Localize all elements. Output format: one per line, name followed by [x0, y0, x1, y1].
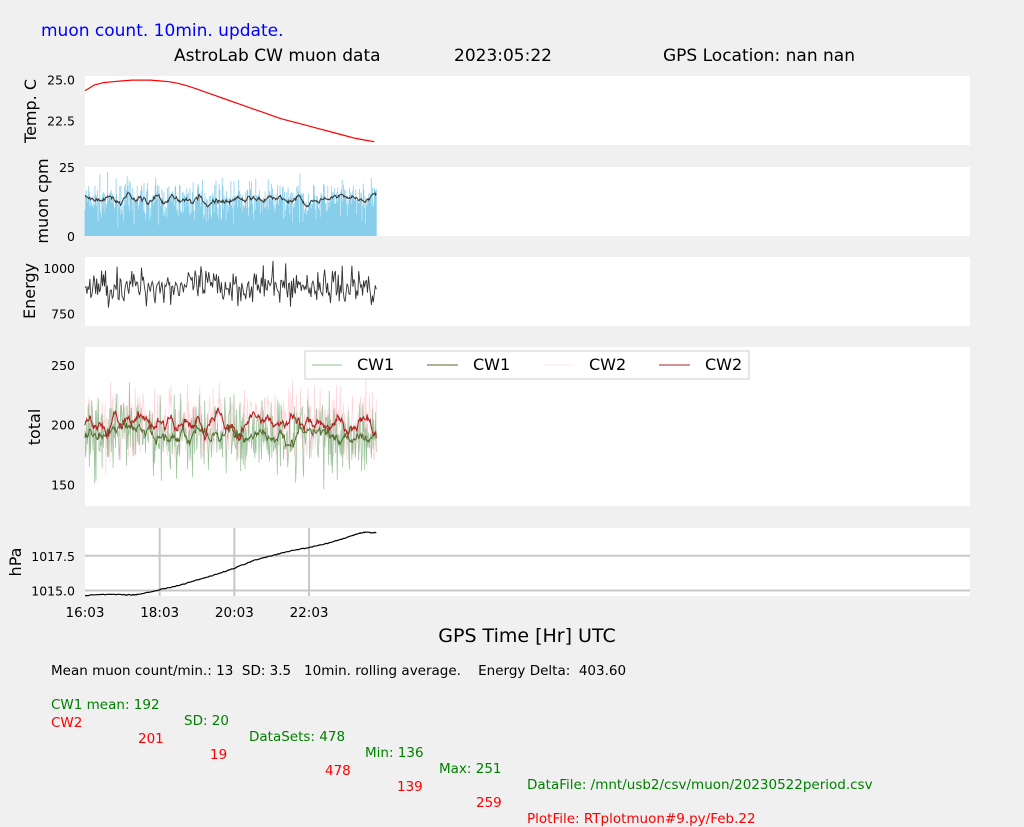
- footer-cw2-row: CW2 201 19 478 139 259 PlotFile: RTplotm…: [51, 699, 756, 827]
- total-ylabel: total: [25, 409, 44, 446]
- energy-ytick-1: 1000: [43, 261, 75, 276]
- temperature-ylabel: Temp. C: [21, 79, 40, 144]
- pressure-ylabel: hPa: [6, 548, 25, 577]
- total-ytick-0: 150: [51, 477, 75, 492]
- chart-title: AstroLab CW muon data: [174, 46, 381, 66]
- cw1-mean: CW1 mean: 192: [51, 697, 160, 713]
- cw1-max: Max: 251: [439, 761, 502, 777]
- pressure-ytick-1: 1017.5: [31, 549, 75, 564]
- muon-dashboard-chart: muon count. 10min. update. AstroLab CW m…: [6, 21, 970, 647]
- temperature-ytick-0: 22.5: [47, 113, 75, 128]
- cw1-sd: SD: 20: [184, 713, 229, 729]
- update-label: muon count. 10min. update.: [41, 21, 283, 41]
- cw2-min: 139: [397, 779, 423, 795]
- footer-summary: Mean muon count/min.: 13 SD: 3.5 10min. …: [51, 663, 626, 695]
- temperature-panel: [85, 76, 970, 145]
- x-tick-label-1: 18:03: [140, 605, 179, 621]
- legend-label-cw2-raw: CW2: [589, 355, 626, 374]
- total-ytick-1: 200: [51, 418, 75, 433]
- energy-line: [84, 260, 377, 308]
- muon-ytick-1: 25: [59, 160, 75, 175]
- plot-layer: 22.5 25.0 0 25 750 1000 150 200 250 1015.0 1017.5 1…: [31, 72, 970, 621]
- x-tick-label-2: 20:03: [215, 605, 254, 621]
- cw2-plotfile: PlotFile: RTplotmuon#9.py/Feb.22: [527, 811, 756, 827]
- cw1-datasets: DataSets: 478: [249, 729, 346, 745]
- legend-label-cw2-avg: CW2: [705, 355, 742, 374]
- pressure-panel: [85, 528, 970, 596]
- energy-ytick-0: 750: [51, 306, 75, 321]
- x-tick-label-3: 22:03: [290, 605, 329, 621]
- footer-line1: Mean muon count/min.: 13 SD: 3.5 10min. …: [51, 663, 627, 679]
- legend-label-cw1-avg: CW1: [473, 355, 510, 374]
- temperature-line: [84, 79, 375, 143]
- muon-ylabel: muon cpm: [33, 158, 52, 243]
- cw2-mean: 201: [138, 731, 164, 747]
- legend-label-cw1-raw: CW1: [357, 355, 394, 374]
- cw1-datafile: DataFile: /mnt/usb2/csv/muon/20230522per…: [527, 777, 873, 793]
- cw2-datasets: 478: [325, 763, 351, 779]
- total-ytick-2: 250: [51, 358, 75, 373]
- pressure-line: [84, 531, 377, 597]
- cw2-name: CW2: [51, 715, 83, 731]
- pressure-ytick-0: 1015.0: [31, 583, 75, 598]
- muon-rolling-average: [84, 191, 377, 208]
- total-cw2-avg-line: [84, 406, 377, 442]
- energy-ylabel: Energy: [20, 263, 39, 319]
- chart-date: 2023:05:22: [454, 46, 552, 66]
- x-tick-label-0: 16:03: [66, 605, 105, 621]
- gps-location: GPS Location: nan nan: [663, 46, 855, 66]
- x-axis-label: GPS Time [Hr] UTC: [438, 625, 615, 647]
- muon-ytick-0: 0: [67, 229, 75, 244]
- cw1-min: Min: 136: [365, 745, 424, 761]
- total-legend: CW1 CW1 CW2 CW2: [304, 350, 750, 380]
- temperature-ytick-1: 25.0: [47, 72, 75, 87]
- cw2-max: 259: [476, 795, 502, 811]
- cw2-sd: 19: [210, 747, 228, 763]
- muon-bars: [84, 172, 377, 236]
